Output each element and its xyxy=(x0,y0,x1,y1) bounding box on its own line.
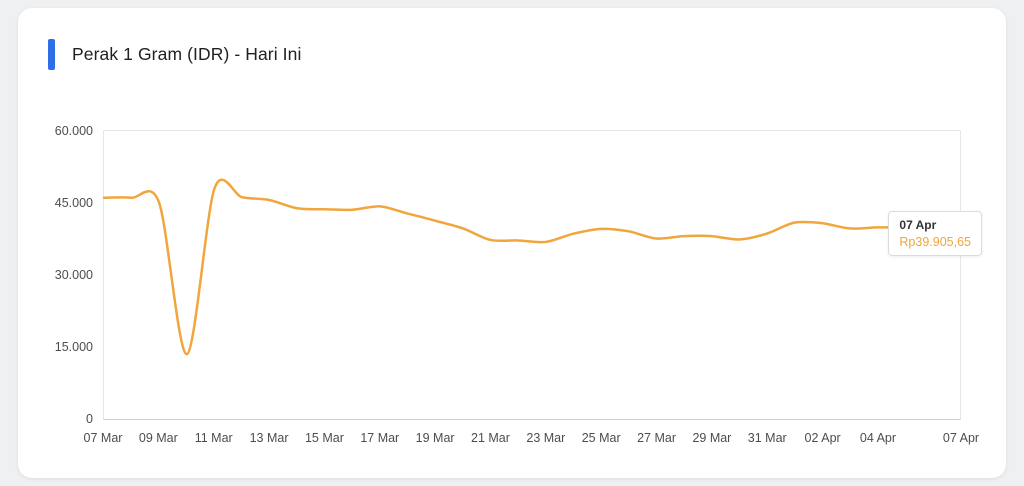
x-axis-tick-label: 07 Mar xyxy=(83,431,123,445)
y-axis-tick-label: 45.000 xyxy=(54,196,93,210)
y-axis-tick-label: 0 xyxy=(86,412,93,426)
x-axis-tick-label: 19 Mar xyxy=(415,431,455,445)
y-axis-tick-label: 30.000 xyxy=(54,268,93,282)
x-axis-tick-label: 09 Mar xyxy=(138,431,178,445)
x-axis-tick-label: 17 Mar xyxy=(360,431,400,445)
x-axis-tick-label: 23 Mar xyxy=(526,431,566,445)
y-axis-tick-label: 15.000 xyxy=(54,340,93,354)
tooltip-date: 07 Apr xyxy=(899,218,937,232)
x-axis-tick-label: 15 Mar xyxy=(304,431,344,445)
x-axis-tick-label: 31 Mar xyxy=(747,431,787,445)
x-axis-tick-label: 25 Mar xyxy=(581,431,621,445)
x-axis-tick-label: 13 Mar xyxy=(249,431,289,445)
chart-card: Perak 1 Gram (IDR) - Hari Ini 07 Apr Rp3… xyxy=(18,8,1006,478)
line-series-svg xyxy=(104,131,960,419)
y-axis-tick-label: 60.000 xyxy=(54,124,93,138)
chart-tooltip: 07 Apr Rp39.905,65 xyxy=(888,211,982,256)
price-line-chart[interactable]: 07 Apr Rp39.905,65 0 15.000 30.000 45.000 60… xyxy=(18,124,982,452)
x-axis-tick-label: 27 Mar xyxy=(637,431,676,445)
plot-area[interactable]: 07 Apr Rp39.905,65 0 15.000 30.000 45.000 60… xyxy=(55,124,982,426)
title-accent-bar xyxy=(48,39,55,70)
x-axis-tick-label: 07 Apr xyxy=(942,431,980,445)
tooltip-value: Rp39.905,65 xyxy=(899,235,971,249)
chart-title: Perak 1 Gram (IDR) - Hari Ini xyxy=(72,44,302,64)
x-axis-tick-label: 21 Mar xyxy=(471,431,510,445)
x-axis-tick-label: 11 Mar xyxy=(194,431,233,445)
card-header: Perak 1 Gram (IDR) - Hari Ini xyxy=(18,8,1006,70)
x-axis-tick-label: 29 Mar xyxy=(692,431,732,445)
x-axis-labels: 07 Mar 09 Mar 11 Mar 13 Mar 15 Mar 17 Mar 19 M… xyxy=(84,420,980,452)
x-axis-tick-label: 04 Apr xyxy=(859,431,897,445)
x-axis-tick-label: 02 Apr xyxy=(804,431,841,445)
